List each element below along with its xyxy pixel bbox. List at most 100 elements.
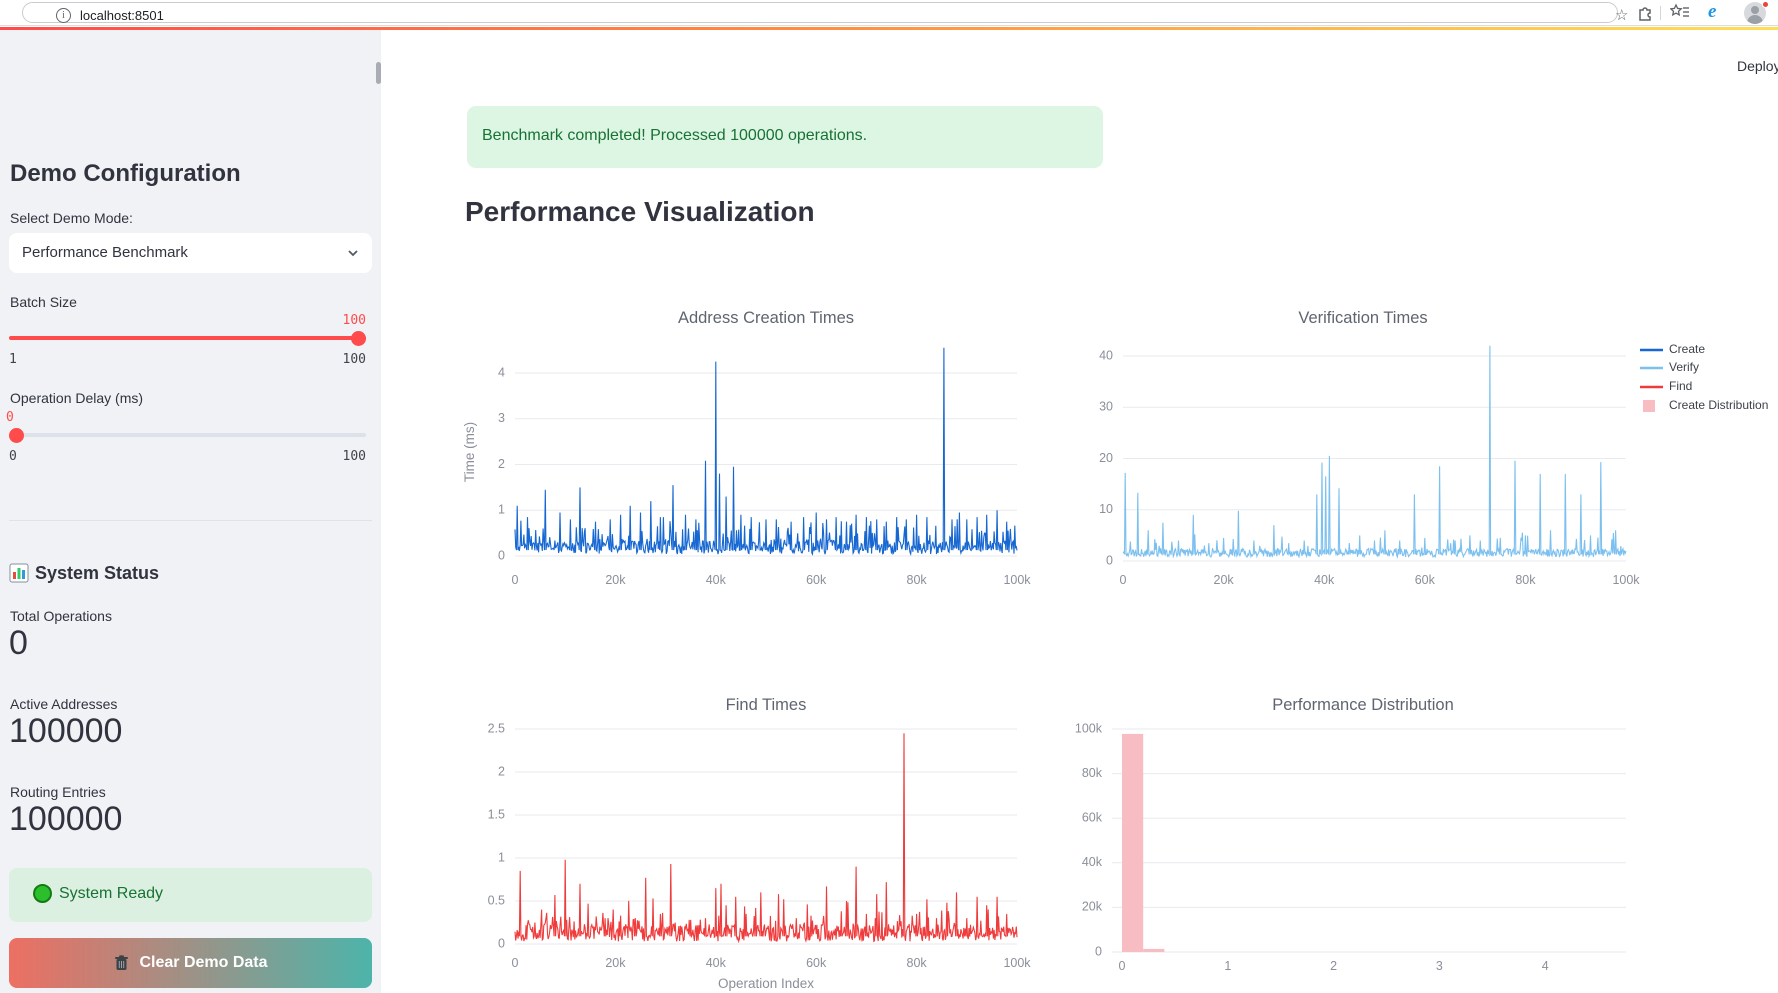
favorites-icon[interactable] (1670, 3, 1690, 21)
bar-chart-icon (9, 563, 29, 583)
address-bar[interactable]: i localhost:8501 ☆ (22, 2, 1628, 24)
chart-address-creation-times: 0 1 2 3 4 0 20k 40k 60k 80k 100k Address Creation T… (462, 309, 1031, 587)
y-tick-label: 20 (1099, 451, 1113, 465)
sidebar-title: Demo Configuration (10, 160, 241, 187)
x-tick-label: 100k (1003, 956, 1031, 970)
profile-avatar[interactable] (1744, 2, 1766, 24)
success-alert-text: Benchmark completed! Processed 100000 op… (482, 127, 868, 144)
metric-value: 100000 (9, 800, 123, 838)
batch-size-value: 100 (342, 313, 366, 328)
series-verify (1122, 345, 1627, 559)
x-axis-label: Operation Index (718, 976, 814, 991)
x-tick-label: 40k (706, 956, 727, 970)
batch-size-min: 1 (9, 352, 17, 367)
metric-label: Total Operations (10, 608, 112, 624)
y-tick-label: 2 (498, 457, 505, 471)
batch-size-slider-thumb[interactable] (351, 331, 366, 346)
x-tick-label: 0 (1119, 959, 1126, 973)
x-tick-label: 0 (512, 956, 519, 970)
x-tick-label: 40k (1314, 573, 1335, 587)
x-tick-label: 2 (1330, 959, 1337, 973)
x-tick-label: 0 (512, 573, 519, 587)
x-tick-label: 60k (806, 573, 827, 587)
x-tick-label: 60k (806, 956, 827, 970)
metric-label: Routing Entries (10, 784, 106, 800)
chevron-down-icon (348, 250, 358, 257)
operation-delay-max: 100 (342, 449, 366, 464)
site-info-icon[interactable]: i (56, 8, 71, 23)
x-tick-label: 100k (1003, 573, 1031, 587)
operation-delay-value: 0 (6, 410, 14, 425)
y-tick-label: 4 (498, 365, 505, 379)
operation-delay-slider-thumb[interactable] (9, 428, 24, 443)
toolbar-divider (1660, 6, 1661, 20)
avatar-head (1751, 6, 1759, 14)
legend-label[interactable]: Create Distribution (1669, 398, 1768, 412)
y-tick-label: 0 (498, 936, 505, 950)
legend-label[interactable]: Verify (1669, 360, 1699, 374)
browser-toolbar: i localhost:8501 ☆ e (0, 0, 1778, 26)
y-tick-label: 20k (1082, 900, 1103, 914)
avatar-body (1747, 15, 1763, 24)
sidebar-scrollbar-thumb[interactable] (376, 62, 381, 84)
profile-notification-dot (1762, 1, 1769, 8)
legend-swatch-create-distribution (1643, 400, 1655, 412)
y-tick-label: 0.5 (488, 893, 505, 907)
operation-delay-label: Operation Delay (ms) (10, 390, 144, 406)
x-tick-label: 20k (1214, 573, 1235, 587)
series-create (514, 347, 1018, 557)
operation-delay-slider-track[interactable] (9, 433, 366, 437)
y-tick-label: 60k (1082, 810, 1103, 824)
bookmark-star-icon[interactable]: ☆ (1615, 7, 1629, 24)
system-ready-text: System Ready (59, 885, 164, 902)
chart-title: Find Times (726, 696, 807, 714)
system-ready-banner: System Ready (9, 868, 372, 922)
y-tick-label: 40k (1082, 855, 1103, 869)
demo-mode-selected-value: Performance Benchmark (22, 244, 188, 261)
metric-label: Active Addresses (10, 696, 118, 712)
sidebar-divider (9, 520, 372, 521)
batch-size-slider-track[interactable] (9, 336, 366, 340)
legend-label[interactable]: Create (1669, 342, 1705, 356)
y-tick-label: 3 (498, 411, 505, 425)
url-text[interactable]: localhost:8501 (80, 8, 164, 23)
clear-demo-data-label: Clear Demo Data (139, 954, 268, 971)
batch-size-max: 100 (342, 352, 366, 367)
demo-mode-select[interactable]: Performance Benchmark (9, 233, 372, 273)
x-tick-label: 80k (907, 573, 928, 587)
y-tick-label: 2.5 (488, 721, 505, 735)
x-tick-label: 100k (1612, 573, 1640, 587)
sidebar: Demo Configuration Select Demo Mode: Per… (0, 30, 381, 993)
y-tick-label: 80k (1082, 766, 1103, 780)
x-tick-label: 80k (907, 956, 928, 970)
operation-delay-min: 0 (9, 449, 17, 464)
metric-value: 0 (9, 624, 28, 662)
histogram-bar (1143, 948, 1165, 952)
y-tick-label: 100k (1075, 721, 1103, 735)
chart-performance-distribution: 0 20k 40k 60k 80k 100k 0 1 2 3 4 Performance Distri… (1075, 696, 1626, 973)
chart-verification-times: 0 10 20 30 40 0 20k 40k 60k 80k 100k Verification T… (1099, 309, 1640, 587)
x-tick-label: 20k (605, 573, 626, 587)
deploy-button[interactable]: Deploy (1737, 58, 1778, 74)
x-tick-label: 0 (1120, 573, 1127, 587)
chart-legend: Create Verify Find Create Distribution (1640, 342, 1768, 412)
clear-demo-data-button[interactable]: Clear Demo Data (9, 938, 372, 988)
green-circle-icon (33, 884, 52, 903)
y-tick-label: 1 (498, 850, 505, 864)
x-tick-label: 20k (605, 956, 626, 970)
legend-label[interactable]: Find (1669, 379, 1692, 393)
y-tick-label: 30 (1099, 400, 1113, 414)
batch-size-label: Batch Size (10, 294, 77, 310)
extensions-icon[interactable] (1636, 3, 1654, 21)
histogram-bar (1122, 733, 1144, 952)
edge-legacy-icon[interactable]: e (1708, 1, 1717, 22)
streamlit-decoration-bar (0, 27, 1778, 30)
y-tick-label: 1 (498, 503, 505, 517)
series-find (514, 733, 1018, 944)
y-tick-label: 40 (1099, 348, 1113, 362)
chart-find-times: 0 0.5 1 1.5 2 2.5 0 20k 40k 60k 80k 100k Find Times O… (488, 696, 1032, 991)
trash-icon (115, 955, 129, 970)
x-tick-label: 3 (1436, 959, 1443, 973)
chart-title: Address Creation Times (678, 309, 854, 327)
